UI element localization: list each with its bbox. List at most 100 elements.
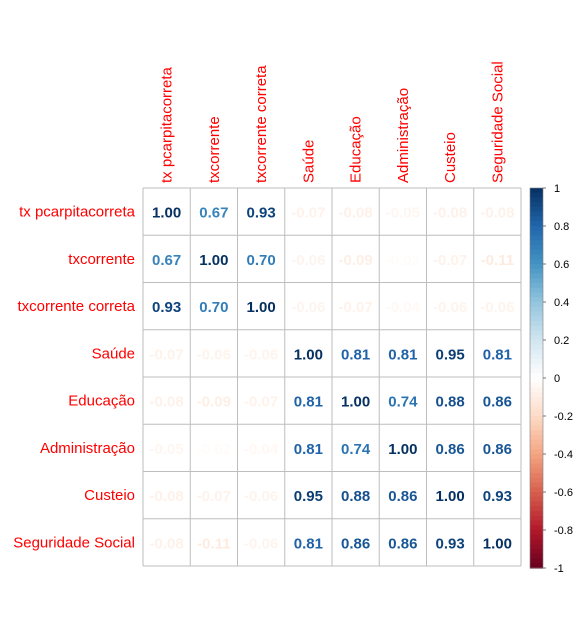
colorbar-strip (530, 321, 543, 327)
colorbar-strip (530, 520, 543, 526)
cell-value: 0.74 (388, 394, 418, 411)
cell-value: 0.88 (436, 394, 465, 411)
colorbar-strip (530, 254, 543, 260)
colorbar-strip (530, 458, 543, 465)
colorbar-strip (530, 273, 543, 279)
row-label: tx pcarpitacorreta (19, 204, 136, 221)
colorbar-strip (530, 188, 543, 194)
colorbar-tick-label: -0.8 (554, 525, 573, 537)
cell-value: -0.02 (197, 441, 231, 458)
colorbar-strip (530, 268, 543, 275)
colorbar-strip (530, 216, 543, 222)
colorbar-strip (530, 297, 543, 303)
colorbar-strip (530, 373, 543, 379)
colorbar-strip (530, 420, 543, 427)
cell-value: 1.00 (152, 205, 181, 222)
cell-value: 0.86 (483, 394, 512, 411)
colorbar-strip (530, 368, 543, 374)
colorbar-strip (530, 344, 543, 351)
cell-value: -0.09 (339, 252, 373, 269)
column-label: Saúde (300, 140, 317, 183)
colorbar-tick-label: -0.6 (554, 487, 573, 499)
colorbar-strip (530, 539, 543, 545)
colorbar-strip (530, 382, 543, 389)
colorbar-strip (530, 363, 543, 370)
cell-value: -0.07 (197, 488, 231, 505)
colorbar-strip (530, 202, 543, 208)
cell-value: -0.06 (433, 299, 467, 316)
colorbar-strip (530, 283, 543, 289)
colorbar-strip (530, 506, 543, 512)
cell-value: 0.95 (294, 488, 323, 505)
row-label: txcorrente (68, 251, 135, 268)
cell-value: 0.86 (388, 488, 417, 505)
colorbar-strip (530, 435, 543, 441)
cell-value: 1.00 (341, 394, 370, 411)
colorbar-strip (530, 430, 543, 436)
cell-value: 0.67 (152, 252, 181, 269)
cell-value: 1.00 (436, 488, 465, 505)
colorbar-strip (530, 340, 543, 346)
colorbar-strip (530, 411, 543, 417)
cell-value: 0.70 (247, 252, 276, 269)
colorbar-strip (530, 553, 543, 560)
cell-value: 0.81 (294, 535, 323, 552)
cell-value: 0.93 (152, 299, 181, 316)
cell-value: 0.95 (436, 346, 465, 363)
colorbar-tick-label: 0.8 (554, 221, 569, 233)
colorbar-strip (530, 563, 543, 569)
colorbar-strip (530, 302, 543, 308)
cell-value: 0.93 (436, 535, 465, 552)
colorbar-tick-label: 0 (554, 373, 560, 385)
cell-value: -0.07 (291, 205, 325, 222)
colorbar-strip (530, 401, 543, 408)
colorbar-strip (530, 240, 543, 246)
colorbar-strip (530, 468, 543, 474)
colorbar-tick-label: 0.4 (554, 297, 569, 309)
colorbar-strip (530, 211, 543, 218)
colorbar-tick-label: -0.4 (554, 449, 573, 461)
cell-value: -0.06 (291, 299, 325, 316)
colorbar-strip (530, 444, 543, 450)
colorbar-strip (530, 311, 543, 317)
cell-value: -0.05 (150, 441, 184, 458)
cell-value: 0.81 (294, 394, 323, 411)
colorbar-strip (530, 230, 543, 237)
colorbar-strip (530, 192, 543, 199)
colorbar-strip (530, 264, 543, 270)
colorbar-strip (530, 325, 543, 332)
cell-value: 0.86 (436, 441, 465, 458)
colorbar-strip (530, 392, 543, 398)
cell-value: -0.07 (339, 299, 373, 316)
cell-value: -0.04 (244, 441, 279, 458)
cell-value: -0.08 (339, 205, 373, 222)
colorbar-strip (530, 349, 543, 355)
colorbar-strip (530, 544, 543, 550)
column-label: txcorrente (206, 116, 223, 183)
column-label: tx pcarpitacorreta (159, 66, 176, 183)
cell-value: -0.07 (150, 346, 184, 363)
colorbar-strip (530, 207, 543, 213)
colorbar-strip (530, 235, 543, 241)
row-label: Custeio (84, 487, 135, 504)
cell-value: -0.06 (291, 252, 325, 269)
column-label: txcorrente correta (253, 65, 270, 183)
colorbar-strip (530, 306, 543, 313)
cell-value: -0.11 (197, 535, 230, 552)
colorbar-strip (530, 530, 543, 536)
cell-value: -0.08 (150, 488, 184, 505)
colorbar-tick-label: -1 (554, 563, 564, 575)
cell-value: 1.00 (247, 299, 276, 316)
colorbar-strip (530, 278, 543, 284)
cell-value: -0.06 (197, 346, 231, 363)
cell-value: 0.81 (483, 346, 512, 363)
cell-value: -0.06 (480, 299, 514, 316)
row-label: Saúde (92, 345, 135, 362)
cell-value: 1.00 (294, 346, 323, 363)
colorbar-strip (530, 397, 543, 403)
colorbar-strip (530, 292, 543, 298)
colorbar-strip (530, 492, 543, 498)
cell-value: 0.86 (388, 535, 417, 552)
colorbar-strip (530, 449, 543, 455)
